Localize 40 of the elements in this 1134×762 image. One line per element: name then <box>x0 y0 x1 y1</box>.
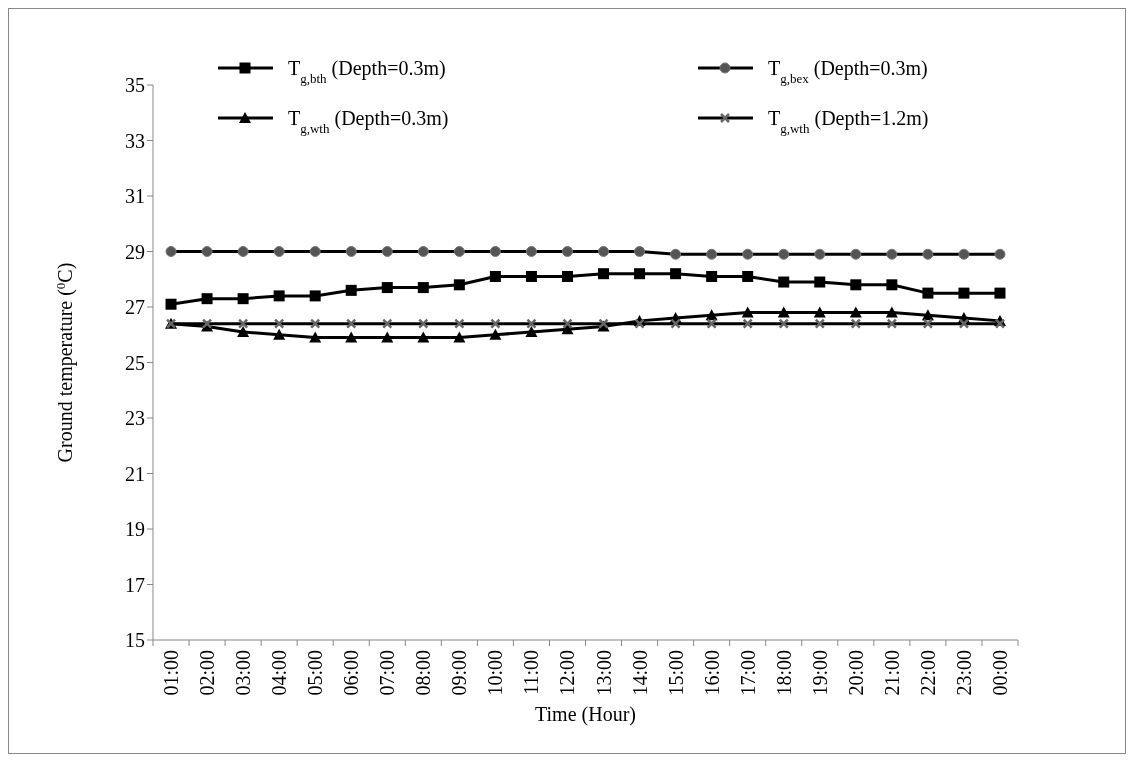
legend-label: T$_{g,bth}$ (Depth=0.3m) <box>288 57 446 86</box>
x-tick-label: 05:00 <box>304 650 327 696</box>
x-tick-label: 14:00 <box>628 650 651 696</box>
y-tick-label: 23 <box>125 407 145 429</box>
x-tick-label: 08:00 <box>412 650 435 696</box>
x-tick-label: 04:00 <box>268 650 291 696</box>
y-tick-label: 27 <box>125 296 145 318</box>
x-tick-label: 09:00 <box>448 650 471 696</box>
x-tick-label: 20:00 <box>844 650 867 696</box>
x-tick-label: 18:00 <box>772 650 795 696</box>
legend-label: T$_{g,bex}$ (Depth=0.3m) <box>768 57 928 86</box>
x-tick-label: 13:00 <box>592 650 615 696</box>
y-tick-label: 21 <box>125 462 145 485</box>
y-tick-label: 19 <box>125 518 145 540</box>
x-tick-label: 03:00 <box>232 650 255 696</box>
x-tick-label: 19:00 <box>808 650 831 696</box>
x-tick-label: 10:00 <box>484 650 507 696</box>
legend-label: T$_{g,wth}$ (Depth=0.3m) <box>288 107 449 136</box>
x-tick-label: 06:00 <box>340 650 363 696</box>
x-tick-label: 21:00 <box>880 650 903 696</box>
x-tick-label: 23:00 <box>952 650 975 696</box>
x-tick-label: 15:00 <box>664 650 687 696</box>
y-tick-label: 25 <box>125 351 145 374</box>
y-tick-label: 29 <box>125 240 145 263</box>
x-tick-label: 01:00 <box>160 650 183 696</box>
x-tick-label: 11:00 <box>520 650 543 695</box>
x-tick-label: 00:00 <box>988 650 1011 696</box>
x-tick-label: 17:00 <box>736 650 759 696</box>
x-tick-label: 07:00 <box>376 650 399 696</box>
x-tick-label: 12:00 <box>556 650 579 696</box>
x-tick-label: 22:00 <box>916 650 939 696</box>
legend-label: T$_{g,wth}$ (Depth=1.2m) <box>768 107 929 136</box>
x-tick-label: 16:00 <box>700 650 723 696</box>
y-tick-label: 17 <box>125 573 145 596</box>
x-axis-title: Time (Hour) <box>535 703 636 726</box>
y-tick-label: 33 <box>125 129 145 152</box>
y-tick-label: 31 <box>125 185 145 207</box>
x-tick-label: 02:00 <box>196 650 219 696</box>
y-tick-label: 35 <box>125 74 145 96</box>
y-tick-label: 15 <box>125 629 145 651</box>
